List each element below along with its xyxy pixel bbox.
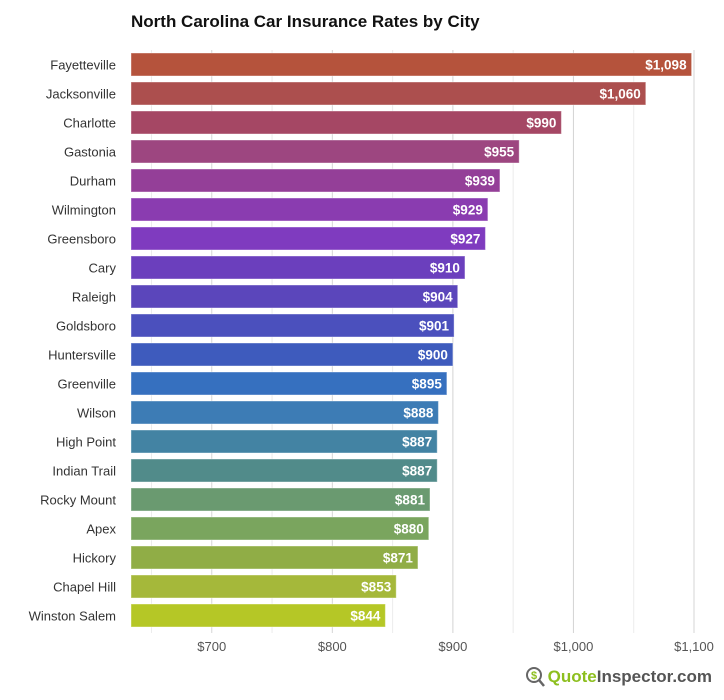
category-label: Wilson: [77, 406, 116, 421]
bar-cary: [130, 255, 466, 280]
bar-greenville: [130, 371, 448, 396]
category-label: Chapel Hill: [53, 580, 116, 595]
data-label: $871: [383, 551, 414, 566]
x-tick-label: $900: [438, 639, 467, 654]
category-label: Fayetteville: [50, 58, 116, 73]
quoteinspector-logo: $ Quote Inspector.com: [525, 666, 712, 688]
data-label: $929: [453, 203, 483, 218]
data-label: $910: [430, 261, 460, 276]
data-label: $1,060: [599, 87, 640, 102]
bar-wilmington: [130, 197, 489, 222]
category-label: Indian Trail: [52, 464, 116, 479]
x-tick-label: $700: [197, 639, 226, 654]
data-label: $853: [361, 580, 392, 595]
data-label: $901: [419, 319, 450, 334]
category-label: Charlotte: [63, 116, 116, 131]
data-label: $887: [402, 464, 432, 479]
bar-high-point: [130, 429, 438, 454]
bar-wilson: [130, 400, 439, 425]
data-label: $844: [350, 609, 381, 624]
logo-text-quote: Quote: [547, 667, 597, 686]
category-label: Jacksonville: [46, 87, 116, 102]
chart-title: North Carolina Car Insurance Rates by Ci…: [131, 12, 480, 31]
bar-huntersville: [130, 342, 454, 367]
bar-fayetteville: [130, 52, 693, 77]
data-label: $895: [412, 377, 443, 392]
category-label: Rocky Mount: [40, 493, 116, 508]
category-label: High Point: [56, 435, 116, 450]
bar-chart: Fayetteville $1,098 Jacksonville $1,060 Char…: [29, 50, 714, 654]
bar-goldsboro: [130, 313, 455, 338]
data-label: $927: [450, 232, 480, 247]
category-label: Wilmington: [52, 203, 116, 218]
data-label: $880: [394, 522, 424, 537]
bar-charlotte: [130, 110, 562, 135]
category-label: Winston Salem: [29, 609, 116, 624]
data-label: $990: [526, 116, 556, 131]
svg-text:$: $: [531, 670, 537, 682]
category-label: Greenville: [57, 377, 116, 392]
bar-durham: [130, 168, 501, 193]
x-tick-label: $1,000: [554, 639, 594, 654]
category-label: Cary: [89, 261, 117, 276]
data-label: $900: [418, 348, 448, 363]
logo-text-inspector: Inspector.com: [596, 667, 712, 686]
data-label: $881: [395, 493, 426, 508]
category-label: Goldsboro: [56, 319, 116, 334]
category-label: Raleigh: [72, 290, 116, 305]
bar-rocky-mount: [130, 487, 431, 512]
data-label: $887: [402, 435, 432, 450]
data-label: $904: [423, 290, 454, 305]
bar-hickory: [130, 545, 419, 570]
data-label: $955: [484, 145, 515, 160]
data-label: $888: [403, 406, 434, 421]
bar-winston-salem: [130, 603, 386, 628]
bar-chapel-hill: [130, 574, 397, 599]
category-label: Durham: [70, 174, 116, 189]
category-label: Hickory: [73, 551, 117, 566]
category-label: Huntersville: [48, 348, 116, 363]
category-label: Greensboro: [47, 232, 116, 247]
x-tick-label: $1,100: [674, 639, 714, 654]
data-label: $1,098: [645, 58, 687, 73]
category-label: Gastonia: [64, 145, 117, 160]
bar-indian-trail: [130, 458, 438, 483]
bar-apex: [130, 516, 430, 541]
bar-greensboro: [130, 226, 486, 251]
bar-gastonia: [130, 139, 520, 164]
data-label: $939: [465, 174, 495, 189]
category-label: Apex: [86, 522, 116, 537]
bar-raleigh: [130, 284, 459, 309]
magnifier-dollar-icon: $: [525, 667, 545, 687]
x-tick-label: $800: [318, 639, 347, 654]
bar-jacksonville: [130, 81, 647, 106]
